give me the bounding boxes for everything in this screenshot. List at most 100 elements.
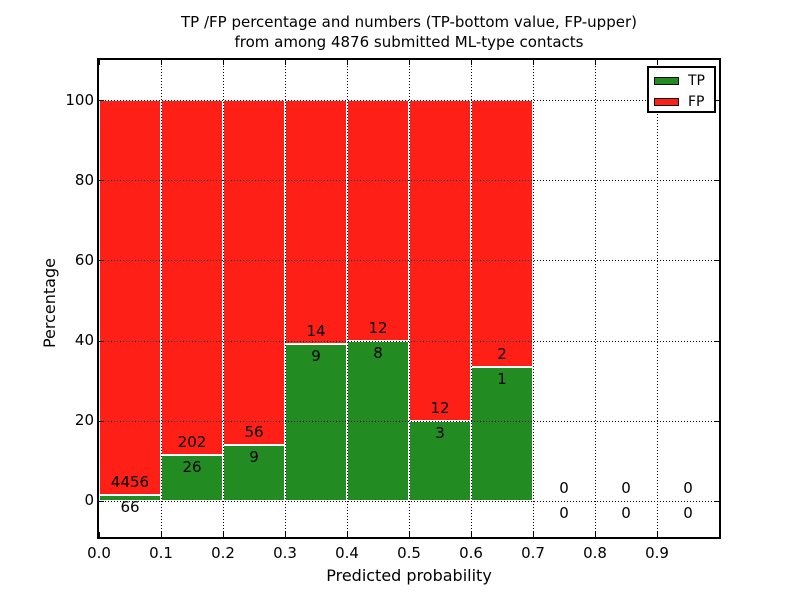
y-tick-label: 20 [74, 411, 94, 430]
x-tick-label: 0.1 [149, 544, 173, 562]
fp-swatch-icon [654, 97, 679, 106]
x-axis-tick-top [409, 60, 410, 65]
tp-count-label: 8 [373, 343, 383, 362]
x-axis-label: Predicted probability [326, 566, 492, 585]
y-tick-label: 60 [74, 250, 94, 269]
x-axis-tick-top [471, 60, 472, 65]
v-gridline [161, 60, 162, 537]
x-axis-tick [471, 532, 472, 537]
x-axis-tick-top [347, 60, 348, 65]
tp-count-label: 9 [311, 347, 321, 366]
chart-title-line1: TP /FP percentage and numbers (TP-bottom… [181, 13, 637, 31]
fp-count-label: 0 [621, 478, 631, 497]
tp-count-label: 9 [249, 448, 259, 467]
fp-count-label: 12 [368, 318, 388, 337]
bar-tp [471, 367, 533, 501]
x-axis-tick [347, 532, 348, 537]
v-gridline [285, 60, 286, 537]
y-axis-tick-right [714, 180, 719, 182]
y-tick-label: 40 [74, 331, 94, 350]
y-axis-tick-right [714, 260, 719, 262]
v-gridline [347, 60, 348, 537]
x-axis-tick [595, 532, 596, 537]
x-tick-label: 0.7 [521, 544, 545, 562]
v-gridline [409, 60, 410, 537]
x-axis-tick [409, 532, 410, 537]
y-axis-tick [99, 420, 104, 422]
bar-fp [223, 100, 285, 446]
tp-count-label: 1 [497, 370, 507, 389]
y-tick-label: 100 [65, 90, 94, 109]
x-axis-tick [285, 532, 286, 537]
x-tick-label: 0.8 [583, 544, 607, 562]
y-axis-tick-right [714, 420, 719, 422]
x-tick-label: 0.3 [273, 544, 297, 562]
fp-count-label: 0 [559, 478, 569, 497]
x-axis-tick-top [595, 60, 596, 65]
chart-title: TP /FP percentage and numbers (TP-bottom… [99, 13, 719, 52]
bar-fp [285, 100, 347, 345]
x-axis-tick [161, 532, 162, 537]
x-axis-tick-top [161, 60, 162, 65]
bar-tp [285, 344, 347, 501]
x-tick-label: 0.4 [335, 544, 359, 562]
bar-tp [347, 340, 409, 501]
x-axis-tick [657, 532, 658, 537]
x-axis-tick [99, 532, 100, 537]
x-axis-tick [533, 532, 534, 537]
x-tick-label: 0.0 [87, 544, 111, 562]
x-tick-label: 0.5 [397, 544, 421, 562]
x-axis-tick [223, 532, 224, 537]
legend-label: TP [688, 72, 705, 89]
fp-count-label: 12 [430, 398, 450, 417]
x-tick-label: 0.6 [459, 544, 483, 562]
plot-border [97, 58, 721, 539]
fp-count-label: 0 [683, 478, 693, 497]
x-axis-tick-top [99, 60, 100, 65]
legend-label: FP [688, 93, 705, 110]
x-tick-label: 0.9 [645, 544, 669, 562]
x-axis-tick-top [533, 60, 534, 65]
fp-count-label: 4456 [110, 473, 150, 492]
x-axis-tick-top [657, 60, 658, 65]
x-axis-tick-top [223, 60, 224, 65]
v-gridline [657, 60, 658, 537]
tp-count-label: 0 [621, 503, 631, 522]
y-axis-tick-right [714, 100, 719, 102]
v-gridline [595, 60, 596, 537]
y-axis-tick [99, 180, 104, 182]
legend-entry-fp: FP [649, 91, 714, 112]
x-tick-label: 0.2 [211, 544, 235, 562]
bar-tp [161, 455, 223, 501]
y-axis-tick-right [714, 500, 719, 502]
fp-count-label: 202 [177, 433, 207, 452]
fp-count-label: 14 [306, 322, 326, 341]
tp-count-label: 0 [559, 503, 569, 522]
chart-title-line2: from among 4876 submitted ML-type contac… [234, 32, 584, 51]
bar-fp [347, 100, 409, 341]
x-axis-tick-top [285, 60, 286, 65]
fp-count-label: 56 [244, 423, 264, 442]
tp-count-label: 0 [683, 503, 693, 522]
y-axis-label: Percentage [40, 258, 59, 349]
y-axis-tick [99, 500, 104, 502]
fp-count-label: 2 [497, 345, 507, 364]
y-axis-tick-right [714, 340, 719, 342]
v-gridline [533, 60, 534, 537]
tp-swatch-icon [654, 76, 679, 85]
bar-fp [99, 100, 161, 496]
y-axis-tick [99, 100, 104, 102]
v-gridline [471, 60, 472, 537]
y-axis-tick [99, 340, 104, 342]
y-tick-label: 80 [74, 170, 94, 189]
bar-tp [409, 420, 471, 501]
y-axis-tick [99, 260, 104, 262]
tp-count-label: 66 [120, 498, 140, 517]
y-tick-label: 0 [84, 491, 94, 510]
tp-count-label: 26 [182, 458, 202, 477]
legend: TP FP [647, 66, 716, 113]
tp-count-label: 3 [435, 423, 445, 442]
v-gridline [223, 60, 224, 537]
bar-tp [99, 495, 161, 501]
